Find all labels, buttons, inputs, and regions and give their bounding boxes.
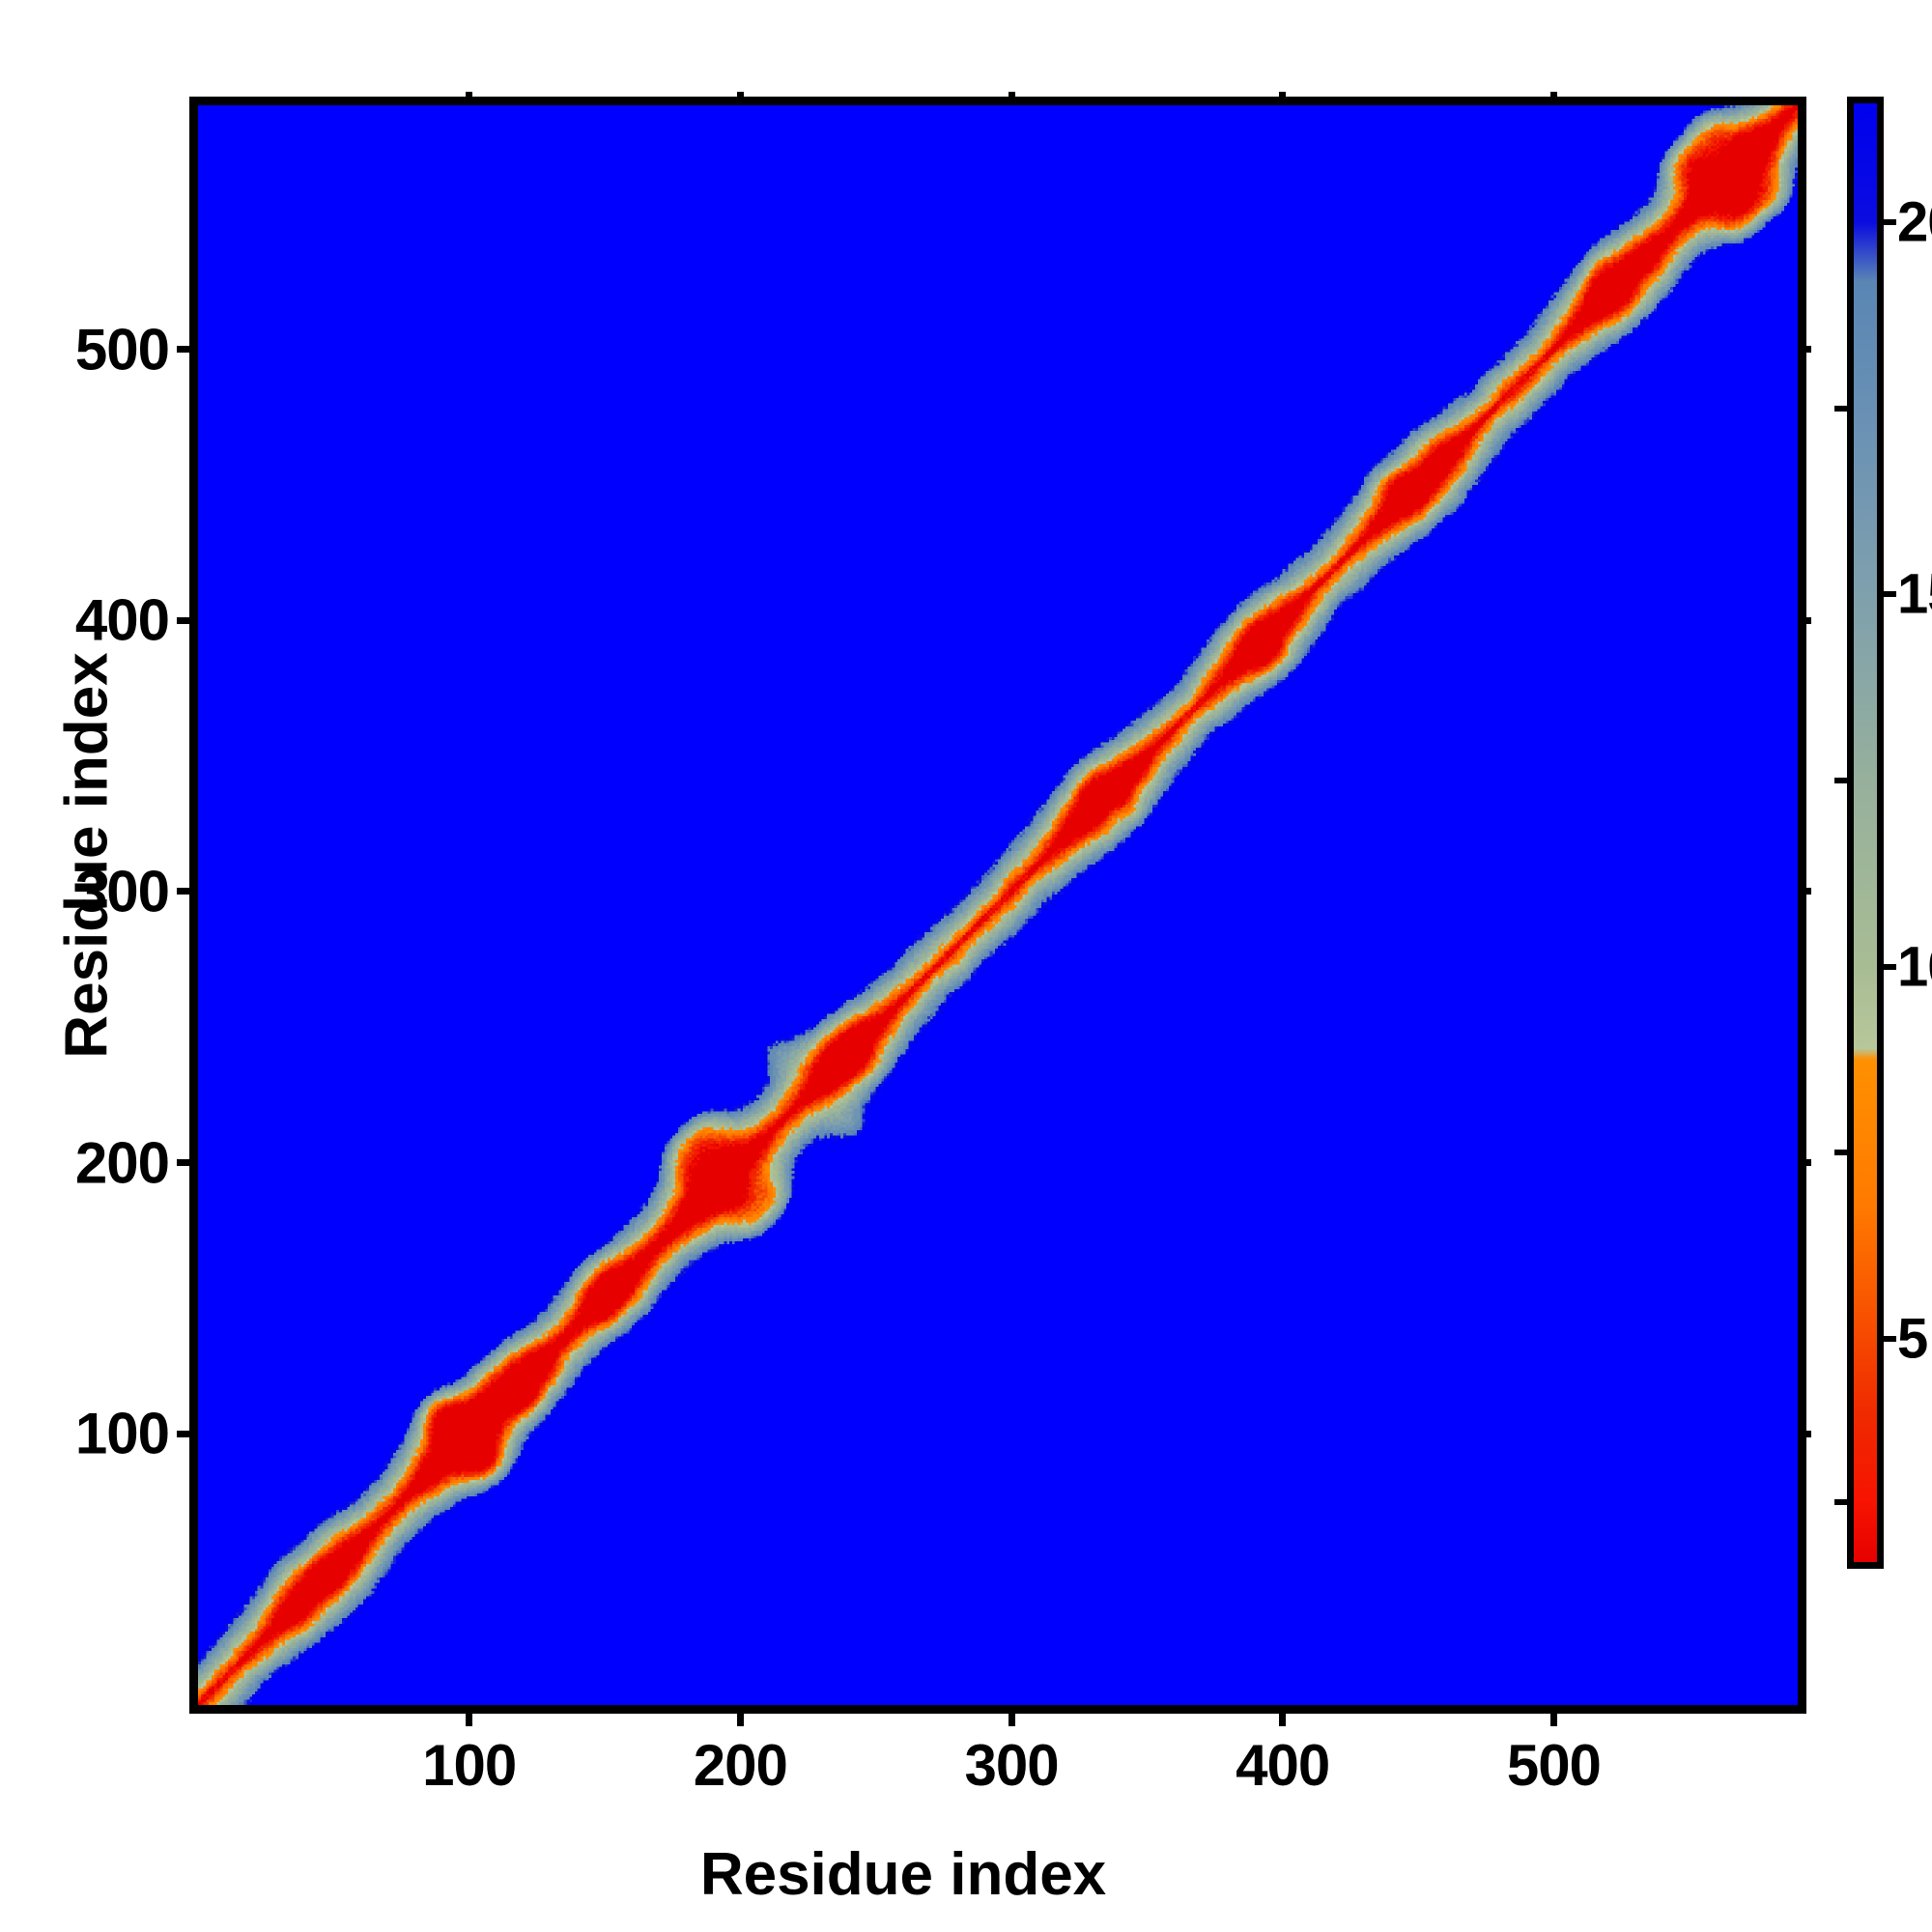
colorbar: 20 15 10 5 (1834, 97, 1932, 1569)
colorbar-tick (1884, 963, 1896, 970)
colorbar-tick (1884, 1335, 1896, 1342)
colorbar-gradient (1854, 103, 1877, 1562)
y-axis-tick (177, 888, 198, 895)
right-axis-tick (1798, 888, 1811, 895)
y-axis-tick-label: 200 (74, 1130, 170, 1196)
colorbar-tick-label: 15 (1897, 562, 1932, 626)
x-axis-tick (736, 1705, 744, 1726)
y-axis-title: Residue index (53, 652, 121, 1059)
x-axis-tick-label: 200 (693, 1733, 788, 1798)
colorbar-minor-tick (1834, 1499, 1847, 1506)
top-axis-tick (1549, 92, 1557, 105)
x-axis-title: Residue index (699, 1841, 1107, 1908)
colorbar-minor-tick (1834, 405, 1847, 412)
colorbar-tick (1884, 219, 1896, 226)
x-axis-tick-label: 500 (1506, 1733, 1602, 1798)
top-axis-tick (736, 92, 744, 105)
top-axis-tick (1279, 92, 1287, 105)
x-axis-tick (1279, 1705, 1287, 1726)
colorbar-minor-tick (1834, 778, 1847, 784)
heatmap-plot-area (189, 97, 1806, 1714)
y-axis-tick-label: 100 (74, 1401, 170, 1466)
right-axis-tick (1798, 616, 1811, 624)
right-axis-tick (1798, 1159, 1811, 1167)
colorbar-tick-label: 10 (1897, 935, 1932, 999)
y-axis-tick (177, 346, 198, 354)
y-axis-tick-label: 500 (74, 317, 170, 383)
top-axis-tick (466, 92, 473, 105)
x-axis-tick (1008, 1705, 1015, 1726)
colorbar-minor-tick (1834, 1150, 1847, 1156)
colorbar-bar (1847, 97, 1884, 1569)
x-axis-tick (1549, 1705, 1557, 1726)
right-axis-tick (1798, 346, 1811, 354)
colorbar-tick (1884, 591, 1896, 598)
y-axis-tick-label: 300 (74, 859, 170, 924)
right-axis-tick (1798, 1430, 1811, 1437)
y-axis-tick (177, 1159, 198, 1167)
colorbar-tick-label: 5 (1897, 1307, 1928, 1371)
x-axis-tick-label: 400 (1236, 1733, 1330, 1798)
x-axis-tick (466, 1705, 473, 1726)
x-axis-tick-label: 100 (422, 1733, 517, 1798)
heatmap-canvas (198, 105, 1798, 1705)
top-axis-tick (1008, 92, 1015, 105)
y-axis-tick (177, 616, 198, 624)
x-axis-tick-label: 300 (964, 1733, 1059, 1798)
y-axis-tick (177, 1430, 198, 1437)
colorbar-tick-label: 20 (1897, 190, 1932, 254)
y-axis-tick-label: 400 (74, 587, 170, 653)
